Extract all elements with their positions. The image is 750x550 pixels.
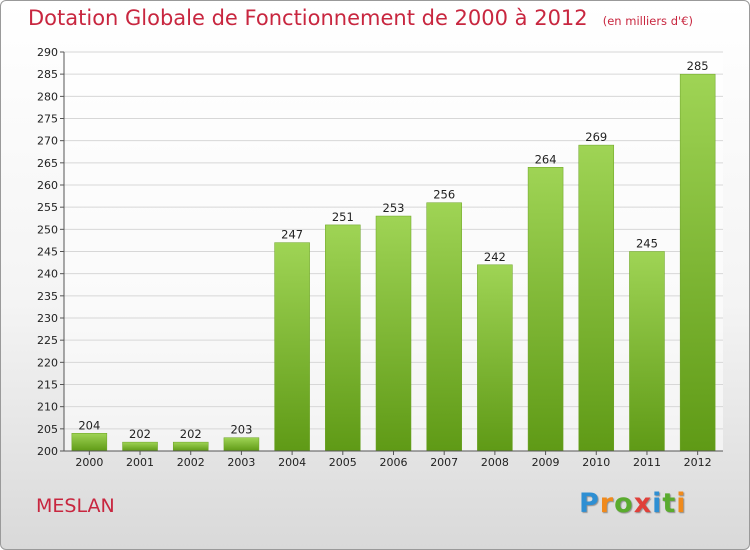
logo-letter: i — [676, 488, 687, 519]
x-tick-label: 2010 — [582, 456, 610, 469]
bar — [527, 167, 564, 452]
x-tick-label: 2005 — [329, 456, 357, 469]
logo-letter: i — [652, 488, 663, 519]
y-tick-label: 255 — [37, 201, 58, 214]
y-tick-label: 250 — [37, 223, 58, 236]
y-tick-label: 205 — [37, 423, 58, 436]
bar-value-label: 242 — [484, 250, 506, 264]
y-tick-label: 270 — [37, 135, 58, 148]
chart-title-text: Dotation Globale de Fonctionnement de 20… — [28, 6, 588, 30]
commune-name: MESLAN — [36, 495, 115, 517]
y-tick-label: 265 — [37, 157, 58, 170]
x-tick-label: 2004 — [278, 456, 306, 469]
proxiti-logo: Proxiti — [579, 488, 687, 519]
bar-value-label: 253 — [383, 201, 405, 215]
bar-value-label: 203 — [230, 423, 252, 437]
bar-value-label: 202 — [180, 427, 202, 441]
bar-value-label: 202 — [129, 427, 151, 441]
logo-letter: x — [633, 488, 653, 519]
bar-value-label: 285 — [687, 59, 709, 73]
x-tick-label: 2007 — [430, 456, 458, 469]
chart-unit-text: (en milliers d'€) — [602, 14, 693, 28]
bar — [325, 224, 361, 452]
x-tick-label: 2009 — [532, 456, 560, 469]
y-tick-label: 280 — [37, 90, 58, 103]
chart-title: Dotation Globale de Fonctionnement de 20… — [28, 6, 693, 30]
bar — [274, 242, 310, 452]
bar-value-label: 256 — [433, 188, 455, 202]
bar — [172, 441, 209, 452]
logo-letter: P — [579, 488, 600, 519]
y-tick-label: 245 — [37, 246, 58, 259]
y-tick-label: 275 — [37, 113, 58, 126]
y-tick-label: 260 — [37, 179, 58, 192]
bar-value-label: 251 — [332, 210, 354, 224]
y-tick-label: 220 — [37, 356, 58, 369]
x-tick-label: 2006 — [380, 456, 408, 469]
bar-value-label: 269 — [585, 130, 607, 144]
logo-letter: t — [662, 488, 677, 519]
bar — [679, 73, 716, 452]
x-tick-label: 2002 — [177, 456, 205, 469]
bar-value-label: 264 — [535, 152, 557, 166]
bar-value-label: 247 — [281, 228, 303, 242]
x-tick-label: 2000 — [75, 456, 103, 469]
bar-value-label: 204 — [78, 418, 100, 432]
bar — [71, 433, 108, 452]
x-tick-label: 2011 — [633, 456, 661, 469]
bar — [375, 215, 412, 452]
y-tick-label: 225 — [37, 334, 58, 347]
y-tick-label: 235 — [37, 290, 58, 303]
y-tick-label: 230 — [37, 312, 58, 325]
x-tick-label: 2012 — [684, 456, 712, 469]
x-tick-label: 2001 — [126, 456, 154, 469]
bar — [426, 202, 462, 452]
bar — [578, 144, 615, 452]
bar — [122, 441, 158, 452]
bar-value-label: 245 — [636, 237, 658, 251]
y-tick-label: 240 — [37, 268, 58, 281]
bar — [629, 251, 665, 452]
logo-letter: o — [614, 488, 634, 519]
bar — [477, 264, 513, 452]
y-tick-label: 215 — [37, 379, 58, 392]
y-tick-label: 200 — [37, 445, 58, 458]
y-tick-label: 210 — [37, 401, 58, 414]
logo-letter: r — [599, 488, 615, 519]
y-tick-label: 290 — [37, 46, 58, 59]
x-tick-label: 2003 — [227, 456, 255, 469]
y-tick-label: 285 — [37, 68, 58, 81]
bar — [223, 437, 260, 452]
x-tick-label: 2008 — [481, 456, 509, 469]
